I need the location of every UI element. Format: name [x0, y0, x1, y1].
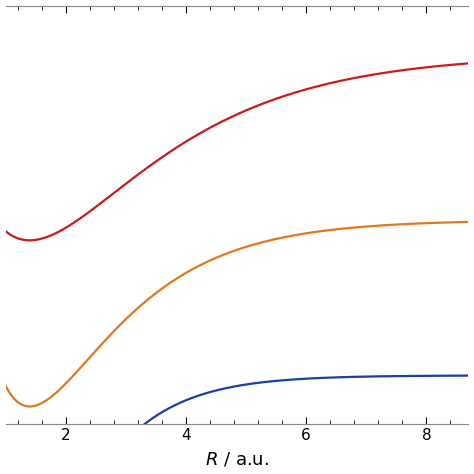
X-axis label: $R$ / a.u.: $R$ / a.u.	[205, 450, 269, 468]
